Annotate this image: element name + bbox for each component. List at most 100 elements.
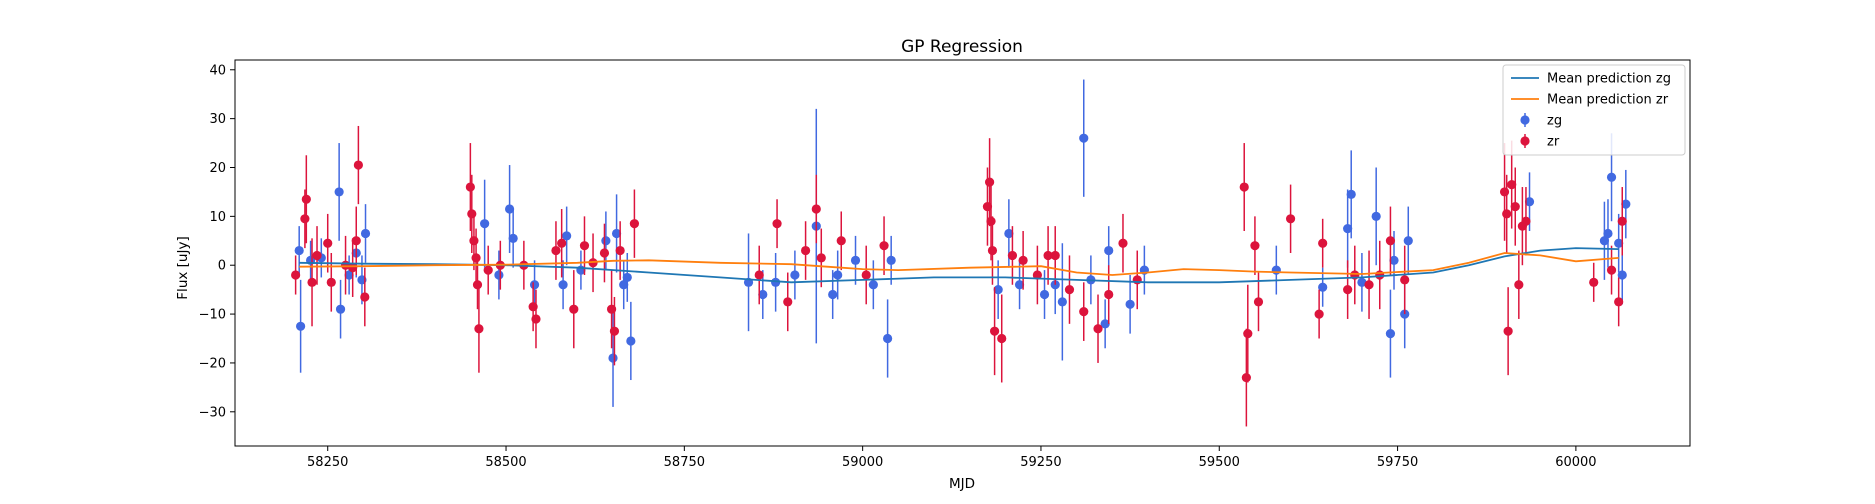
zr-data-point bbox=[987, 245, 998, 256]
zg-data-point bbox=[480, 219, 490, 229]
zg-data-point bbox=[619, 280, 629, 290]
zr-data-point bbox=[465, 182, 475, 192]
zr-data-point bbox=[467, 209, 477, 219]
zg-data-point bbox=[601, 236, 611, 246]
zg-data-point bbox=[529, 280, 540, 290]
zr-data-point bbox=[469, 236, 479, 246]
zg-data-point bbox=[1524, 197, 1535, 207]
zg-data-point bbox=[883, 333, 893, 344]
zg-data-point bbox=[1606, 172, 1617, 182]
zr-data-point bbox=[1507, 179, 1517, 190]
zr-data-point bbox=[615, 245, 625, 256]
legend-marker-swatch bbox=[1520, 136, 1530, 146]
zr-data-point bbox=[989, 326, 1000, 336]
zg-data-point bbox=[608, 353, 618, 363]
chart-title: GP Regression bbox=[901, 37, 1023, 57]
zg-data-point bbox=[622, 272, 632, 283]
zg-data-point bbox=[494, 270, 504, 280]
zg-data-point bbox=[828, 289, 838, 300]
zr-data-point bbox=[323, 238, 333, 248]
zr-data-point bbox=[483, 265, 493, 275]
x-tick-label: 59000 bbox=[842, 455, 883, 470]
zr-data-point bbox=[1285, 214, 1296, 224]
zg-data-point bbox=[1125, 299, 1135, 309]
zg-data-point bbox=[993, 285, 1003, 295]
legend-label: Mean prediction zg bbox=[1547, 72, 1671, 87]
zr-data-point bbox=[1018, 255, 1028, 265]
zr-data-point bbox=[360, 292, 370, 302]
y-tick-label: 0 bbox=[218, 259, 226, 274]
zr-data-point bbox=[1614, 297, 1624, 307]
zr-data-point bbox=[326, 277, 336, 287]
zg-data-point bbox=[508, 233, 518, 243]
zr-data-point bbox=[879, 241, 889, 251]
zg-data-point bbox=[1371, 211, 1381, 221]
zr-data-point bbox=[1250, 241, 1260, 251]
zr-data-point bbox=[783, 297, 793, 307]
y-tick-label: −20 bbox=[199, 356, 226, 371]
zr-data-point bbox=[1132, 275, 1142, 285]
zr-data-point bbox=[474, 324, 484, 334]
zr-data-point bbox=[811, 204, 821, 214]
zr-data-point bbox=[1079, 307, 1089, 317]
zg-data-point bbox=[611, 228, 622, 239]
zg-data-point bbox=[344, 270, 354, 280]
zr-data-point bbox=[1499, 187, 1510, 197]
zg-data-point bbox=[771, 277, 781, 287]
zg-data-point bbox=[1621, 199, 1631, 209]
zr-data-point bbox=[1514, 280, 1524, 290]
zg-data-point bbox=[790, 270, 800, 280]
legend-label: zg bbox=[1547, 114, 1562, 129]
zr-data-point bbox=[1032, 270, 1042, 280]
zr-data-point bbox=[1385, 236, 1396, 246]
zg-data-point bbox=[626, 336, 636, 346]
mean-prediction-line-zr bbox=[299, 252, 1619, 276]
zr-data-point bbox=[551, 245, 561, 256]
zg-data-point bbox=[1389, 255, 1399, 265]
x-tick-label: 58500 bbox=[485, 455, 526, 470]
zr-data-point bbox=[1243, 329, 1253, 339]
zg-data-point bbox=[334, 187, 344, 197]
zr-data-point bbox=[986, 216, 996, 226]
zg-data-point bbox=[1271, 265, 1281, 275]
zg-data-point bbox=[1614, 238, 1624, 248]
x-tick-label: 59500 bbox=[1199, 455, 1240, 470]
axes: 58250 58500 58750 59000 59250 59500 59750 60000… bbox=[199, 59, 1691, 470]
plot-content bbox=[291, 79, 1631, 427]
x-tick-label: 58250 bbox=[307, 455, 348, 470]
zr-data-point bbox=[1007, 250, 1018, 261]
zr-data-point bbox=[1502, 209, 1512, 219]
zr-data-point bbox=[985, 177, 995, 187]
zg-data-point bbox=[1004, 228, 1014, 239]
zg-data-point bbox=[562, 231, 572, 241]
zr-data-point bbox=[1521, 216, 1531, 226]
zr-data-point bbox=[1239, 182, 1249, 192]
zr-data-point bbox=[569, 304, 579, 314]
zr-data-point bbox=[1318, 238, 1328, 248]
plot-area bbox=[291, 79, 1631, 427]
zg-data-point bbox=[1603, 228, 1613, 239]
zg-data-point bbox=[335, 304, 346, 314]
zg-data-point bbox=[558, 280, 568, 290]
zr-data-point bbox=[1375, 270, 1385, 280]
x-tick-label: 59250 bbox=[1020, 455, 1061, 470]
y-tick-label: 20 bbox=[209, 161, 226, 176]
zr-data-point bbox=[1043, 250, 1053, 261]
zr-data-point bbox=[1400, 275, 1410, 285]
zg-data-point bbox=[850, 255, 861, 265]
zr-data-point bbox=[1589, 277, 1599, 287]
zg-data-point bbox=[296, 321, 306, 331]
zr-data-point bbox=[471, 253, 481, 263]
zr-data-point bbox=[836, 236, 846, 246]
zr-data-point bbox=[472, 280, 483, 290]
zr-data-point bbox=[816, 253, 826, 263]
zg-data-point bbox=[1343, 223, 1353, 234]
legend-box bbox=[1502, 64, 1686, 156]
plot-frame bbox=[234, 59, 1691, 447]
zr-data-point bbox=[1093, 324, 1103, 334]
zr-data-point bbox=[1617, 216, 1627, 226]
zg-data-point bbox=[1403, 236, 1413, 246]
zr-data-point bbox=[300, 214, 310, 224]
zg-data-point bbox=[1104, 245, 1114, 256]
y-tick-label: −10 bbox=[199, 308, 226, 323]
